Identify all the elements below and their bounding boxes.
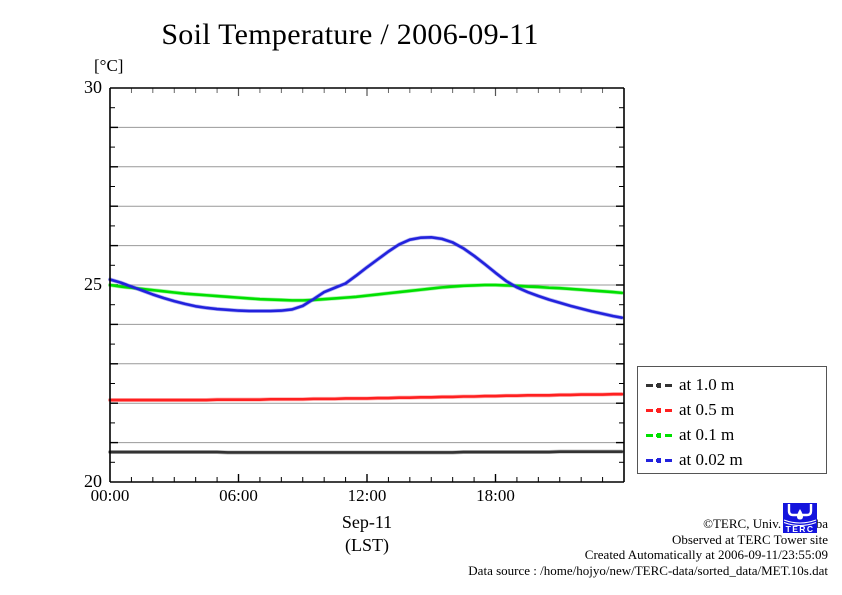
- footer-data-source: Data source : /home/hojyo/new/TERC-data/…: [468, 562, 828, 578]
- legend-item-label: at 0.1 m: [679, 425, 735, 444]
- legend-item-label: at 1.0 m: [679, 375, 735, 394]
- footer-created-timestamp: Created Automatically at 2006-09-11/23:5…: [584, 547, 828, 562]
- chart-title: Soil Temperature / 2006-09-11: [161, 18, 539, 51]
- legend-item-0[interactable]: at 1.0 m: [646, 372, 734, 398]
- legend-item-3[interactable]: at 0.02 m: [646, 447, 743, 473]
- y-tick-label: 30: [84, 77, 102, 97]
- y-tick-label: 25: [84, 274, 102, 294]
- legend-line-sample-icon: [646, 378, 672, 392]
- series-line-3: [108, 236, 624, 319]
- series-line-1: [108, 392, 624, 402]
- x-axis-title-timezone: (LST): [345, 535, 389, 555]
- footer-text: ©TERC, Univ. Tsukuba Observed at TERC To…: [268, 516, 828, 578]
- x-axis-title-date: Sep-11: [341, 512, 393, 532]
- series-line-2: [108, 283, 624, 302]
- series-line-0: [108, 450, 624, 454]
- legend: at 1.0 m at 0.5 m at 0.1 m at 0.02 m: [637, 366, 827, 474]
- terc-logo: TERC: [783, 503, 817, 533]
- x-tick-label: 18:00: [476, 486, 515, 505]
- terc-logo-text: TERC: [786, 524, 815, 533]
- x-tick-label: 06:00: [219, 486, 258, 505]
- x-tick-label: 00:00: [90, 486, 130, 505]
- legend-line-sample-icon: [646, 453, 672, 467]
- legend-item-2[interactable]: at 0.1 m: [646, 422, 734, 448]
- x-axis-title: Sep-11 (LST): [287, 511, 447, 557]
- legend-item-1[interactable]: at 0.5 m: [646, 397, 734, 423]
- data-series-lines: [108, 235, 624, 455]
- footer-copyright: ©TERC, Univ. Tsukuba: [703, 516, 828, 531]
- legend-line-sample-icon: [646, 428, 672, 442]
- footer-observation-site: Observed at TERC Tower site: [671, 531, 828, 547]
- legend-line-sample-icon: [646, 403, 672, 417]
- y-axis-unit-label: [°C]: [94, 56, 124, 75]
- y-tick-label: 20: [84, 471, 102, 491]
- legend-item-label: at 0.02 m: [679, 450, 743, 469]
- legend-item-label: at 0.5 m: [679, 400, 735, 419]
- gridlines: [110, 126, 624, 444]
- x-tick-label: 12:00: [347, 486, 387, 505]
- axis-ticks: [110, 88, 624, 482]
- plot-frame: [109, 87, 625, 483]
